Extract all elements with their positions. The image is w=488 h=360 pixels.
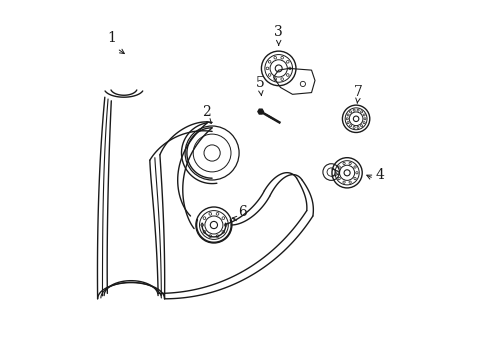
Text: 4: 4 <box>374 168 383 181</box>
Polygon shape <box>257 109 263 114</box>
Text: 6: 6 <box>238 206 246 219</box>
Text: 7: 7 <box>353 85 362 99</box>
Text: 5: 5 <box>256 76 264 90</box>
Text: 2: 2 <box>202 105 211 118</box>
Text: 3: 3 <box>274 26 283 39</box>
Text: 1: 1 <box>107 31 116 45</box>
